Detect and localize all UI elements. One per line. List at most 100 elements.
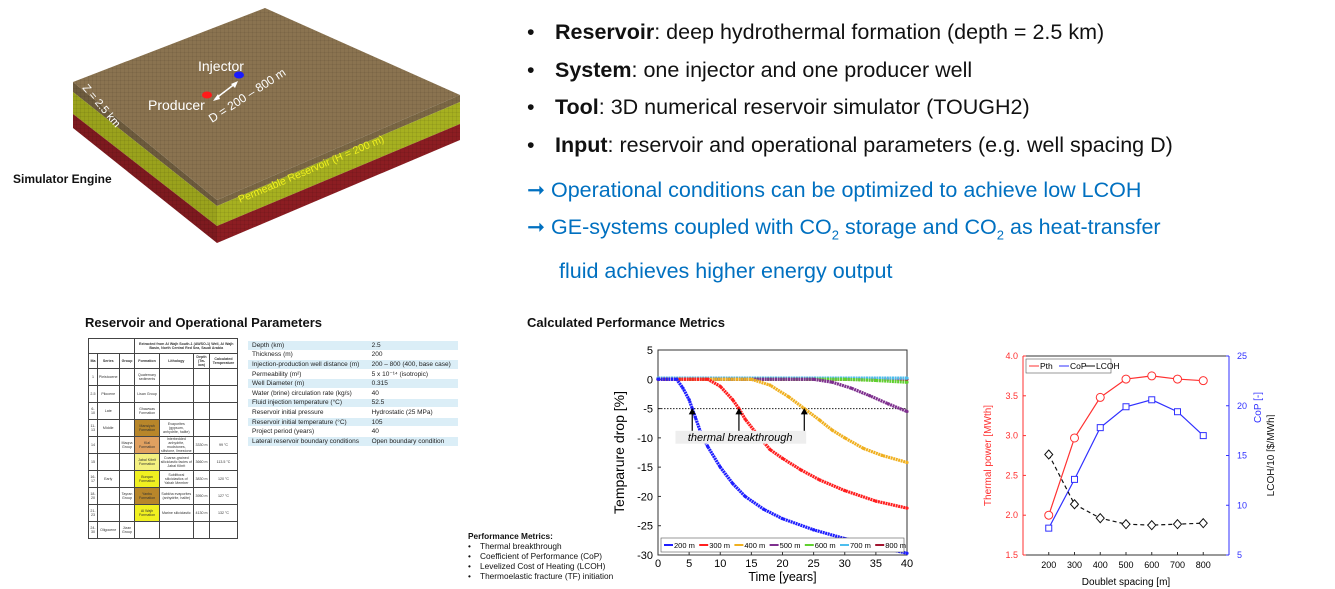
legend: 200 m 300 m 400 m 500 m 600 m 700 m 800 m	[660, 537, 906, 553]
strat-cell-formation: Kial Formation	[134, 436, 160, 454]
param-name: Thickness (m)	[248, 350, 368, 361]
param-value: Hydrostatic (25 MPa)	[367, 407, 458, 418]
data-point-Pth	[1095, 392, 1105, 402]
y-right-tick-label: 5	[1237, 550, 1242, 560]
param-name: Injection-production well distance (m)	[248, 359, 368, 370]
param-row: Thickness (m) 200	[248, 350, 458, 361]
data-point-CoP	[1045, 524, 1053, 532]
param-row: Lateral reservoir boundary conditions Ope…	[248, 436, 458, 447]
param-name: Permeability (m²)	[248, 369, 368, 380]
strat-cell-ma: 1	[88, 368, 98, 386]
x-tick-label: 600	[1144, 560, 1159, 570]
param-value: 200 – 800 (400, base case)	[367, 359, 458, 370]
data-point	[706, 377, 710, 381]
param-name: Fluid injection temperature (°C)	[248, 398, 368, 409]
data-point	[681, 386, 685, 390]
data-point	[799, 468, 803, 472]
strat-row: 14 Maqna Group Kial Formation Interbedded a…	[88, 436, 239, 454]
bullet-text: : reservoir and operational parameters (…	[607, 132, 1173, 157]
data-point	[886, 402, 890, 406]
data-point	[880, 453, 884, 458]
x-tick-label: 400	[1093, 560, 1108, 570]
strat-cell-ma: 6-10	[88, 402, 98, 420]
strat-cell-depth: 4130 m	[193, 504, 210, 522]
strat-cell-group	[118, 470, 136, 488]
data-point	[768, 383, 772, 387]
bullet-key: Tool	[555, 95, 599, 119]
data-point	[762, 507, 766, 511]
bullet-text: : one injector and one producer well	[631, 57, 973, 82]
data-point-CoP	[1096, 424, 1104, 432]
legend-label: CoP	[1070, 361, 1087, 371]
strat-column-header: Calculated Temperature	[208, 353, 239, 369]
strat-cell-ma: 24-30	[88, 521, 98, 539]
data-point	[905, 551, 909, 555]
strat-columns: Ma Series Group Formation Lithology Depth (Tw…	[88, 353, 239, 369]
strat-row: 15 Jabal Kibrit Formation Coarse-grained s…	[88, 453, 239, 471]
strat-cell-group: Jizan Group	[118, 521, 136, 539]
y-tick-label: -15	[637, 462, 653, 474]
strat-cell-lith	[158, 521, 195, 539]
param-name: Lateral reservoir boundary conditions	[248, 436, 368, 447]
data-point-LCOH	[1069, 499, 1080, 510]
summary-bullets: Reservoir: deep hydrothermal formation (…	[527, 14, 1173, 164]
y-left-tick-label: 3.5	[1005, 391, 1018, 401]
y-right-tick-label: 20	[1237, 401, 1247, 411]
strat-cell-lith: Sabkha evaporites (anhydrite, halite)	[158, 487, 195, 505]
strat-cell-formation: Jabal Kibrit Formation	[134, 453, 160, 471]
param-row: Project period (years) 40	[248, 426, 458, 437]
series-line-LCOH	[1048, 454, 1204, 526]
y-left-axis-label: Thermal power [MWth]	[983, 405, 994, 506]
strat-cell-formation: Mansiyah Formation	[134, 419, 160, 437]
strat-cell-lith: Evaporites (gypsum, anhydrite, halite)	[158, 419, 195, 437]
data-point	[905, 506, 909, 510]
data-point	[830, 428, 834, 432]
producer-well-icon	[202, 91, 212, 99]
data-point-LCOH	[1095, 512, 1105, 524]
bullet-item: Reservoir: deep hydrothermal formation (…	[527, 14, 1173, 52]
metric-item: Thermoelastic fracture (TF) initiation	[468, 571, 613, 581]
strat-row: 21-23 Al Wajh Formation Marine siliciclast…	[88, 504, 239, 522]
strat-cell-depth	[193, 385, 210, 403]
data-point	[905, 460, 909, 465]
data-point	[812, 528, 816, 532]
strat-row: 16-17 Early Burqan Formation Sublittoral si…	[88, 470, 239, 488]
metric-item: Coefficient of Performance (CoP)	[468, 551, 613, 561]
data-point	[731, 481, 735, 486]
param-value: 105	[367, 417, 458, 428]
legend-label: 600 m	[815, 541, 836, 550]
reservoir-model-figure: Injector Producer D = 200 – 800 m Z = 2.…	[13, 8, 460, 243]
y-right-tick-label: 15	[1237, 451, 1247, 461]
y-right-tick-label: 25	[1237, 351, 1247, 361]
data-point-Pth	[1070, 433, 1079, 443]
params-table-wrap: Depth (km) 2.5 Thickness (m) 200 Injection-p…	[248, 341, 458, 447]
conclusion-2-cont: fluid achieves higher energy output	[559, 259, 893, 284]
plot-area	[657, 349, 908, 556]
y-left-tick-label: 2.5	[1005, 470, 1018, 480]
y-left-tick-label: 4.0	[1005, 351, 1018, 361]
y-tick-label: -30	[637, 550, 653, 562]
strat-cell-lith	[158, 402, 195, 420]
strat-cell-temp	[208, 368, 239, 386]
param-value: 200	[367, 350, 458, 361]
data-point	[830, 380, 834, 384]
y-left-tick-label: 1.5	[1005, 550, 1018, 560]
data-point-CoP	[1122, 403, 1130, 411]
data-point	[843, 377, 847, 381]
series-line-CoP	[1048, 399, 1204, 529]
data-point	[874, 378, 878, 383]
strat-cell-temp	[208, 385, 239, 403]
strat-cell-depth	[193, 402, 210, 420]
strat-cell-series	[96, 487, 120, 505]
data-point	[706, 445, 710, 449]
strat-cell-lith	[158, 385, 195, 403]
strat-cell-formation	[134, 521, 160, 539]
strat-cell-ma: 2-5	[88, 385, 98, 403]
strat-cell-formation: Yanbu Formation	[134, 487, 160, 505]
bullet-item: Tool: 3D numerical reservoir simulator (…	[527, 89, 1173, 127]
y-tick-label: 0	[647, 374, 653, 386]
strat-cell-series	[96, 436, 120, 454]
strat-column-header: Ma	[88, 353, 98, 369]
conclusion-1: ➞ Operational conditions can be optimize…	[527, 178, 1142, 202]
legend: Pth CoP LCOH	[1025, 358, 1120, 374]
